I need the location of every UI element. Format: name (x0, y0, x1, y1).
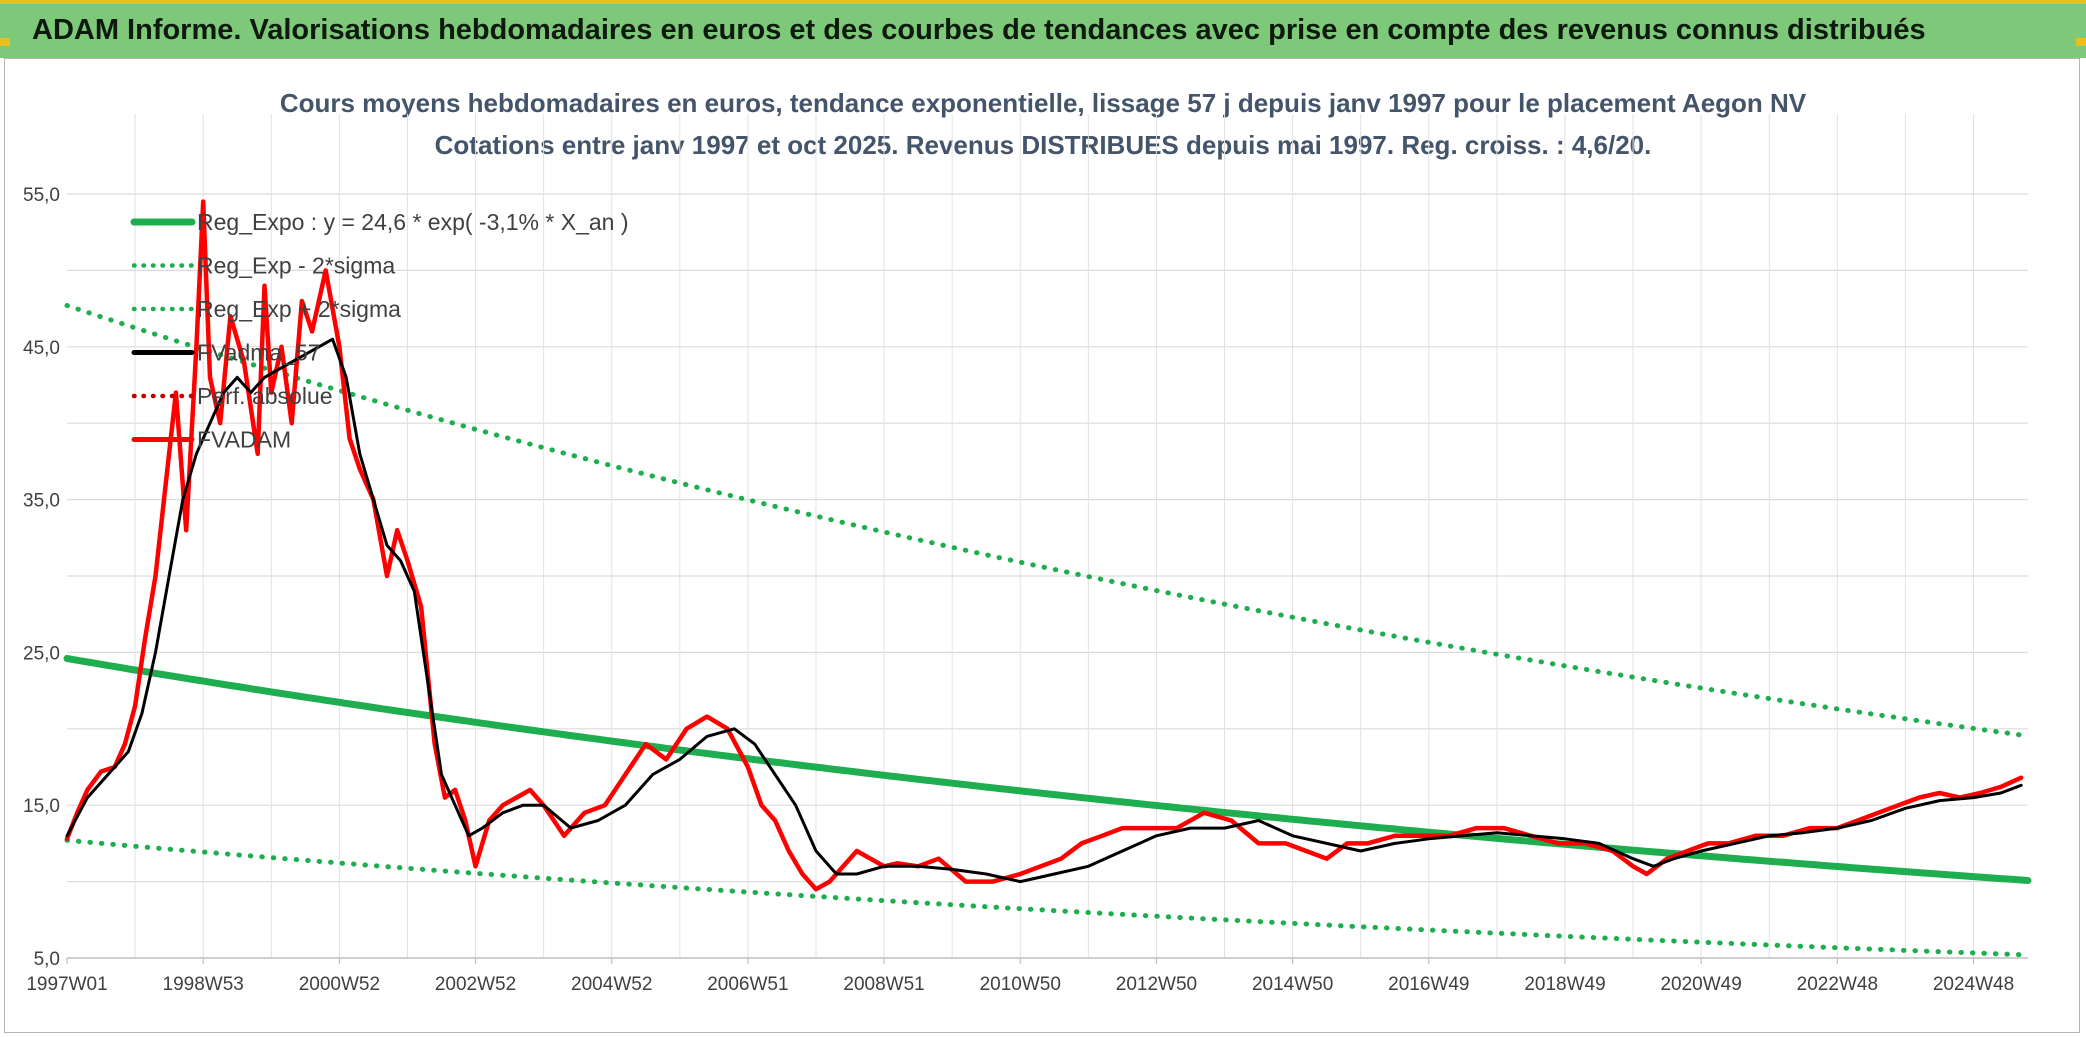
x-tick-label: 2002W52 (435, 974, 516, 995)
y-tick-label: 5,0 (34, 949, 60, 970)
series-reg-exp-2-sigma (64, 303, 2031, 739)
x-tick-label: 2000W52 (299, 974, 380, 995)
chart-title: Cours moyens hebdomadaires en euros, ten… (279, 88, 1807, 118)
x-tick-label: 2008W51 (843, 974, 924, 995)
x-tick-label: 2022W48 (1797, 974, 1878, 995)
x-tick-label: 2012W50 (1116, 974, 1197, 995)
x-tick-label: 2004W52 (571, 974, 652, 995)
x-tick-label: 2020W49 (1660, 974, 1741, 995)
x-tick-label: 2016W49 (1388, 974, 1469, 995)
y-tick-label: 15,0 (23, 796, 60, 817)
legend-label: Reg_Exp + 2*sigma (197, 296, 401, 322)
y-tick-label: 35,0 (23, 491, 60, 512)
series (63, 199, 2032, 958)
x-tick-label: 2006W51 (707, 974, 788, 995)
legend-label: Reg_Exp - 2*sigma (197, 253, 395, 279)
corner-marker-left (0, 38, 10, 46)
x-tick-label: 2014W50 (1252, 974, 1333, 995)
x-tick-label: 2018W49 (1524, 974, 1605, 995)
chart-frame (4, 58, 2080, 1033)
gridlines (67, 114, 2028, 958)
x-tick-label: 2024W48 (1933, 974, 2014, 995)
legend-label: Reg_Expo : y = 24,6 * exp( -3,1% * X_an … (197, 209, 629, 235)
x-tick-label: 1998W53 (163, 974, 244, 995)
report-banner: ADAM Informe. Valorisations hebdomadaire… (0, 0, 2086, 58)
legend: Reg_Expo : y = 24,6 * exp( -3,1% * X_an … (130, 209, 629, 453)
x-tick-label: 2010W50 (980, 974, 1061, 995)
legend-label: Perf. absolue (197, 383, 333, 409)
y-tick-label: 55,0 (23, 185, 60, 206)
series-fvadam (64, 199, 2024, 892)
y-tick-label: 45,0 (23, 338, 60, 359)
report-title: ADAM Informe. Valorisations hebdomadaire… (32, 14, 1926, 46)
legend-label: FVADAM (197, 427, 291, 453)
series-fvadma-57 (65, 337, 2023, 884)
x-tick-label: 1997W01 (26, 974, 107, 995)
legend-label: FVadma_57 (197, 340, 321, 366)
y-tick-label: 25,0 (23, 643, 60, 664)
series-reg-expo (63, 655, 2032, 884)
corner-marker-right (2076, 38, 2086, 46)
axes: 55,0 45,0 35,0 25,0 15,0 5,0 1997W01 1998W53 200… (23, 185, 2028, 995)
chart-subtitle: Cotations entre janv 1997 et oct 2025. R… (434, 130, 1652, 160)
